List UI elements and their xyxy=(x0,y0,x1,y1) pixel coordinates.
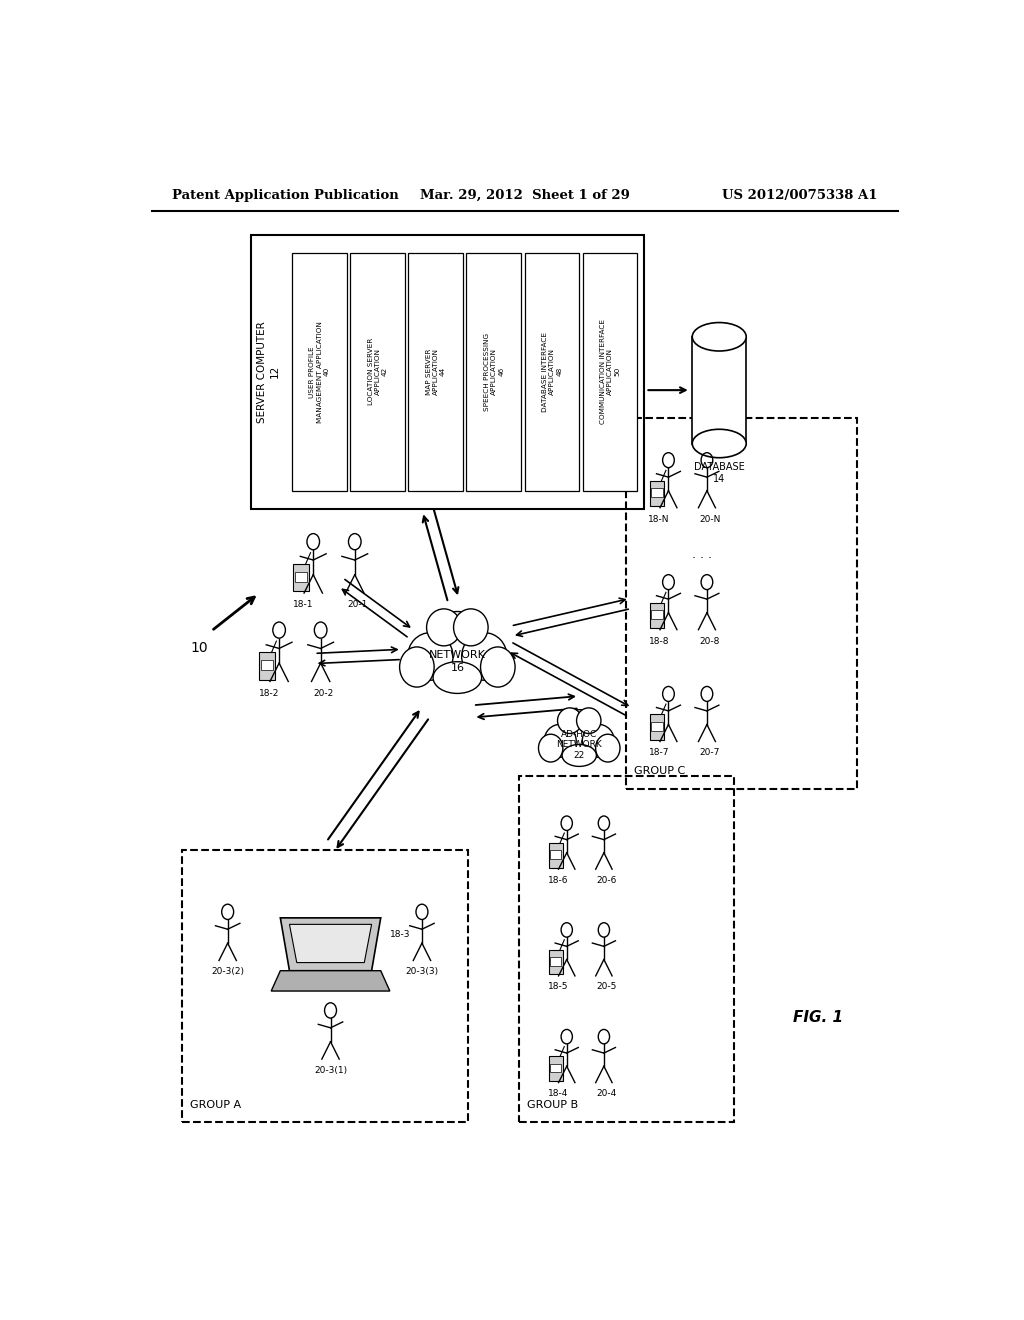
Text: MAP SERVER
APPLICATION
44: MAP SERVER APPLICATION 44 xyxy=(426,348,446,396)
Text: 18-4: 18-4 xyxy=(548,1089,568,1098)
Ellipse shape xyxy=(539,734,563,762)
Text: 10: 10 xyxy=(190,642,208,655)
Text: 20-1: 20-1 xyxy=(347,601,368,610)
Ellipse shape xyxy=(557,708,582,734)
Text: Patent Application Publication: Patent Application Publication xyxy=(172,189,398,202)
Text: 20-5: 20-5 xyxy=(596,982,616,991)
Text: 18-2: 18-2 xyxy=(259,689,280,698)
Text: 18-3: 18-3 xyxy=(390,929,411,939)
Ellipse shape xyxy=(462,632,507,680)
Ellipse shape xyxy=(692,429,746,458)
Bar xyxy=(467,253,521,491)
Text: 18-1: 18-1 xyxy=(293,601,313,610)
Text: 18-6: 18-6 xyxy=(548,875,568,884)
Polygon shape xyxy=(271,970,390,991)
Bar xyxy=(550,957,561,966)
Text: USER PROFILE
MANAGEMENT APPLICATION
40: USER PROFILE MANAGEMENT APPLICATION 40 xyxy=(309,321,330,422)
Text: AD-HOC
NETWORK
22: AD-HOC NETWORK 22 xyxy=(556,730,602,760)
Bar xyxy=(550,1064,561,1072)
Polygon shape xyxy=(290,924,372,962)
Text: LOCATION SERVER
APPLICATION
42: LOCATION SERVER APPLICATION 42 xyxy=(368,338,388,405)
Ellipse shape xyxy=(562,744,596,767)
Bar xyxy=(182,850,468,1122)
Polygon shape xyxy=(281,917,381,970)
Ellipse shape xyxy=(583,725,614,758)
Text: SPEECH PROCESSING
APPLICATION
46: SPEECH PROCESSING APPLICATION 46 xyxy=(483,333,504,411)
Text: 18-N: 18-N xyxy=(648,515,670,524)
Bar xyxy=(650,480,665,506)
Bar xyxy=(549,843,563,867)
Bar xyxy=(650,714,665,739)
Bar xyxy=(627,417,856,788)
Bar xyxy=(293,564,309,591)
Text: 20-N: 20-N xyxy=(699,515,720,524)
Bar xyxy=(409,253,463,491)
Text: 20-4: 20-4 xyxy=(596,1089,616,1098)
Text: COMMUNICATION INTERFACE
APPLICATION
50: COMMUNICATION INTERFACE APPLICATION 50 xyxy=(600,319,621,424)
Text: 20-8: 20-8 xyxy=(699,636,720,645)
Bar xyxy=(251,235,644,510)
Ellipse shape xyxy=(430,611,484,669)
Text: GROUP B: GROUP B xyxy=(527,1100,579,1110)
Bar xyxy=(295,572,307,582)
Bar xyxy=(650,602,665,628)
Ellipse shape xyxy=(399,647,434,688)
Text: 18-5: 18-5 xyxy=(548,982,568,991)
Text: 18-7: 18-7 xyxy=(649,748,670,758)
Bar xyxy=(549,949,563,974)
Bar xyxy=(651,610,663,619)
Text: FIG. 1: FIG. 1 xyxy=(794,1010,844,1024)
Bar xyxy=(550,850,561,859)
Ellipse shape xyxy=(560,710,598,750)
Ellipse shape xyxy=(544,725,577,758)
Text: 20-7: 20-7 xyxy=(699,748,720,758)
Bar xyxy=(261,660,273,671)
Bar xyxy=(651,722,663,731)
Text: GROUP A: GROUP A xyxy=(189,1100,241,1110)
Text: 20-3(1): 20-3(1) xyxy=(314,1067,347,1074)
Bar xyxy=(292,253,347,491)
Bar xyxy=(519,776,733,1122)
Text: Mar. 29, 2012  Sheet 1 of 29: Mar. 29, 2012 Sheet 1 of 29 xyxy=(420,189,630,202)
Ellipse shape xyxy=(596,734,620,762)
Text: DATABASE INTERFACE
APPLICATION
48: DATABASE INTERFACE APPLICATION 48 xyxy=(542,331,562,412)
Text: . . .: . . . xyxy=(692,548,712,561)
Ellipse shape xyxy=(433,661,481,693)
Text: SERVER COMPUTER
12: SERVER COMPUTER 12 xyxy=(257,321,281,422)
Text: NETWORK
16: NETWORK 16 xyxy=(429,651,485,673)
Text: US 2012/0075338 A1: US 2012/0075338 A1 xyxy=(723,189,878,202)
Bar xyxy=(583,253,638,491)
Text: 20-6: 20-6 xyxy=(596,875,616,884)
Bar xyxy=(651,488,663,498)
Text: 20-3(2): 20-3(2) xyxy=(211,968,244,977)
Bar xyxy=(259,652,274,680)
Ellipse shape xyxy=(480,647,515,688)
Ellipse shape xyxy=(454,609,488,645)
Bar xyxy=(549,1056,563,1081)
Text: GROUP C: GROUP C xyxy=(634,767,685,776)
Bar xyxy=(524,253,580,491)
Ellipse shape xyxy=(577,708,601,734)
Ellipse shape xyxy=(692,322,746,351)
Bar xyxy=(692,337,746,444)
Text: 20-2: 20-2 xyxy=(313,689,334,698)
Ellipse shape xyxy=(408,632,453,680)
Text: DATABASE
14: DATABASE 14 xyxy=(694,462,744,484)
Text: 18-8: 18-8 xyxy=(649,636,670,645)
Ellipse shape xyxy=(427,609,461,645)
Bar xyxy=(350,253,406,491)
Text: 20-3(3): 20-3(3) xyxy=(406,968,438,977)
